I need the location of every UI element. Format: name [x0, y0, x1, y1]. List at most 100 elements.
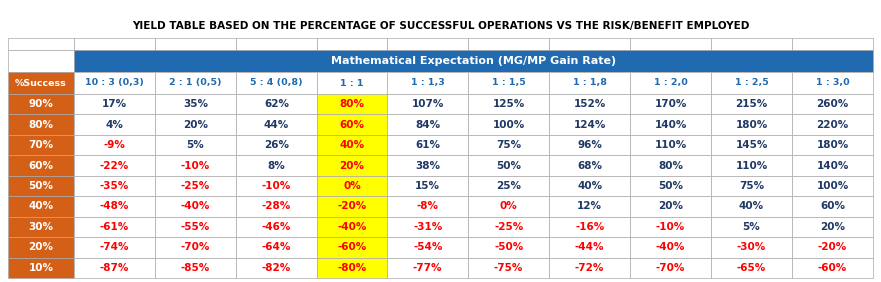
- Text: 50%: 50%: [28, 181, 54, 191]
- Bar: [8, 114, 74, 135]
- Text: -75%: -75%: [494, 263, 523, 273]
- Bar: [630, 155, 711, 176]
- Text: -30%: -30%: [737, 242, 766, 252]
- Text: 0%: 0%: [344, 181, 361, 191]
- Text: -72%: -72%: [575, 263, 604, 273]
- Text: 215%: 215%: [736, 99, 767, 109]
- Text: 124%: 124%: [574, 120, 606, 130]
- Bar: [8, 50, 74, 72]
- Text: -60%: -60%: [337, 242, 366, 252]
- Text: 20%: 20%: [820, 222, 845, 232]
- Bar: [549, 135, 630, 155]
- Bar: [317, 94, 388, 114]
- Bar: [388, 217, 468, 237]
- Text: 40%: 40%: [739, 201, 764, 212]
- Bar: [236, 257, 317, 278]
- Text: 1 : 3,0: 1 : 3,0: [816, 78, 849, 87]
- Text: -10%: -10%: [656, 222, 685, 232]
- Bar: [630, 217, 711, 237]
- Text: 30%: 30%: [28, 222, 54, 232]
- Bar: [317, 135, 388, 155]
- Bar: [630, 135, 711, 155]
- Text: 75%: 75%: [496, 140, 522, 150]
- Bar: [549, 114, 630, 135]
- Text: -25%: -25%: [181, 181, 210, 191]
- Bar: [711, 196, 792, 217]
- Text: -8%: -8%: [417, 201, 439, 212]
- Bar: [74, 38, 155, 50]
- Bar: [792, 237, 873, 257]
- Text: 0%: 0%: [500, 201, 517, 212]
- Bar: [155, 135, 236, 155]
- Text: 110%: 110%: [736, 160, 767, 171]
- Bar: [468, 176, 549, 196]
- Bar: [317, 176, 388, 196]
- Text: -28%: -28%: [262, 201, 291, 212]
- Bar: [549, 257, 630, 278]
- Bar: [388, 257, 468, 278]
- Text: 40%: 40%: [577, 181, 603, 191]
- Bar: [317, 257, 388, 278]
- Bar: [155, 217, 236, 237]
- Bar: [792, 38, 873, 50]
- Bar: [74, 237, 155, 257]
- Text: 1 : 1,5: 1 : 1,5: [492, 78, 526, 87]
- Text: 1 : 1,3: 1 : 1,3: [411, 78, 445, 87]
- Bar: [8, 176, 74, 196]
- Text: 90%: 90%: [28, 99, 54, 109]
- Bar: [317, 72, 388, 94]
- Text: -74%: -74%: [100, 242, 130, 252]
- Bar: [317, 217, 388, 237]
- Bar: [549, 217, 630, 237]
- Text: -85%: -85%: [181, 263, 210, 273]
- Text: 140%: 140%: [655, 120, 687, 130]
- Bar: [236, 135, 317, 155]
- Bar: [236, 72, 317, 94]
- Bar: [711, 135, 792, 155]
- Bar: [388, 72, 468, 94]
- Bar: [468, 72, 549, 94]
- Bar: [468, 155, 549, 176]
- Bar: [711, 114, 792, 135]
- Bar: [468, 217, 549, 237]
- Bar: [630, 257, 711, 278]
- Text: 20%: 20%: [658, 201, 683, 212]
- Text: 2 : 1 (0,5): 2 : 1 (0,5): [169, 78, 222, 87]
- Text: -87%: -87%: [100, 263, 130, 273]
- Text: -31%: -31%: [413, 222, 442, 232]
- Text: -50%: -50%: [494, 242, 523, 252]
- Text: 50%: 50%: [658, 181, 683, 191]
- Bar: [792, 135, 873, 155]
- Text: 40%: 40%: [339, 140, 365, 150]
- Text: -10%: -10%: [181, 160, 210, 171]
- Text: 100%: 100%: [492, 120, 525, 130]
- Bar: [8, 217, 74, 237]
- Text: -20%: -20%: [818, 242, 848, 252]
- Bar: [549, 196, 630, 217]
- Bar: [8, 196, 74, 217]
- Text: -70%: -70%: [181, 242, 211, 252]
- Bar: [317, 155, 388, 176]
- Text: -9%: -9%: [104, 140, 125, 150]
- Bar: [236, 94, 317, 114]
- Bar: [8, 257, 74, 278]
- Text: 84%: 84%: [415, 120, 440, 130]
- Text: 145%: 145%: [736, 140, 767, 150]
- Text: %Success: %Success: [15, 78, 67, 87]
- Bar: [792, 176, 873, 196]
- Bar: [792, 155, 873, 176]
- Bar: [711, 237, 792, 257]
- Bar: [388, 114, 468, 135]
- Bar: [74, 50, 873, 72]
- Text: 110%: 110%: [655, 140, 686, 150]
- Text: -82%: -82%: [262, 263, 291, 273]
- Text: 220%: 220%: [817, 120, 848, 130]
- Text: 100%: 100%: [817, 181, 848, 191]
- Bar: [8, 72, 74, 94]
- Text: -55%: -55%: [181, 222, 210, 232]
- Text: 61%: 61%: [415, 140, 440, 150]
- Bar: [630, 114, 711, 135]
- Text: -35%: -35%: [100, 181, 130, 191]
- Bar: [74, 176, 155, 196]
- Text: -22%: -22%: [100, 160, 130, 171]
